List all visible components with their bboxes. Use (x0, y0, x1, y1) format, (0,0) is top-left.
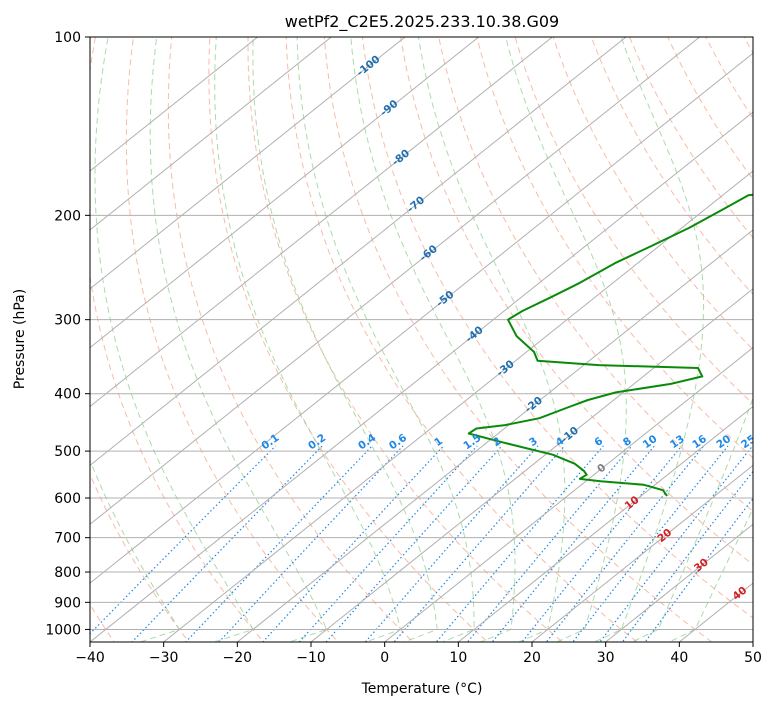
dry-adiabat-line (285, 37, 638, 642)
dry-adiabat-line (400, 37, 753, 566)
x-tick-label: −20 (223, 650, 253, 666)
moist-adiabat-line (149, 37, 328, 642)
moist-adiabat-line (593, 37, 705, 642)
y-tick-label: 200 (54, 208, 81, 224)
dry-adiabat-line (514, 37, 753, 405)
mixing-ratio-line (325, 445, 503, 642)
x-axis-ticks: −40 −30 −20 −10 0 10 20 30 40 50 (75, 642, 762, 666)
plot-frame (89, 36, 754, 643)
x-tick-label: 30 (597, 650, 615, 666)
x-axis-label: Temperature (°C) (361, 681, 483, 697)
mixing-ratio-line (393, 445, 566, 642)
dry-adiabat-line (438, 37, 753, 512)
isotherms (90, 37, 753, 642)
isotherm-line (90, 52, 753, 584)
sounding-traces (467, 193, 753, 497)
moist-adiabat-line (252, 37, 438, 642)
y-tick-label: 900 (54, 595, 81, 611)
isotherm-line (90, 37, 333, 231)
mixing-ratio-line (218, 445, 404, 642)
y-axis-ticks: 1000 900 800 700 600 500 400 300 200 100 (45, 30, 90, 638)
x-tick-label: 0 (380, 650, 389, 666)
dry-adiabat-line (667, 37, 753, 181)
mixing-ratio-line (521, 445, 683, 642)
y-tick-label: 100 (54, 30, 81, 46)
y-tick-label: 600 (54, 491, 81, 507)
dry-adiabat-line (125, 37, 339, 642)
chart-title: wetPf2_C2E5.2025.233.10.38.G09 (285, 12, 559, 32)
dewpoint-trace (467, 193, 753, 497)
isotherm-line (90, 37, 554, 408)
dry-adiabat-line (167, 37, 414, 642)
y-tick-label: 700 (54, 531, 81, 547)
x-tick-label: 50 (744, 650, 762, 666)
isotherm-line (531, 464, 753, 642)
mixing-ratio-line (435, 445, 604, 642)
isotherm-line (90, 37, 406, 290)
plot-area: -100-90-80-70-60-50-40-30-20-10102030400… (90, 37, 753, 642)
mixing-ratio-line (90, 445, 277, 635)
isotherm-line (162, 170, 753, 642)
isobars (90, 37, 753, 630)
y-tick-label: 1000 (45, 622, 81, 638)
isotherm-line (90, 111, 753, 642)
dry-adiabat-line (208, 37, 489, 642)
isotherm-line (90, 37, 480, 349)
isotherm-line (383, 346, 753, 642)
dry-adiabat-line (90, 37, 265, 642)
x-tick-label: −10 (296, 650, 326, 666)
x-tick-label: −40 (75, 650, 105, 666)
isotherm-line (604, 523, 753, 642)
x-tick-label: 10 (449, 650, 467, 666)
dry-adiabat-line (323, 37, 713, 642)
mixing-ratio-line (572, 445, 729, 642)
isotherm-line (90, 37, 627, 467)
x-tick-label: 20 (523, 650, 541, 666)
mixing-ratio-line (545, 445, 705, 642)
moist-adiabat-line (668, 507, 753, 642)
y-axis-label: Pressure (hPa) (12, 289, 28, 389)
y-tick-label: 300 (54, 313, 81, 329)
y-tick-label: 400 (54, 387, 81, 403)
x-tick-label: 40 (670, 650, 688, 666)
dry-adiabats (90, 37, 753, 642)
dry-adiabat-line (552, 37, 753, 351)
isotherm-line (310, 288, 753, 642)
dry-adiabat-line (247, 37, 564, 642)
mixing-ratio-line (131, 445, 323, 642)
isotherm-line (236, 229, 753, 642)
isotherm-line (90, 37, 701, 525)
x-tick-label: −30 (149, 650, 179, 666)
y-tick-label: 800 (54, 565, 81, 581)
mixing-ratio-line (491, 445, 655, 642)
mixing-ratio-line (262, 445, 444, 642)
dry-adiabat-line (361, 37, 753, 619)
moist-adiabat-line (350, 37, 516, 642)
isotherm-line (90, 37, 259, 172)
dry-adiabat-line (590, 37, 753, 296)
y-tick-label: 500 (54, 444, 81, 460)
isotherm-line (457, 405, 753, 642)
